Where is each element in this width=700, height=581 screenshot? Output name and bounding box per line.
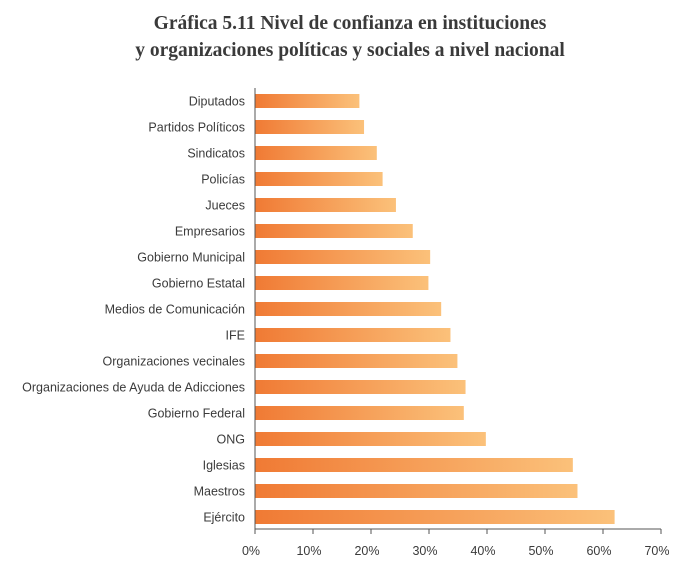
category-label-4: Jueces [205, 199, 245, 213]
bar-12 [255, 406, 464, 420]
bar-14 [255, 458, 573, 472]
category-label-5: Empresarios [175, 225, 245, 239]
bar-6 [255, 250, 431, 264]
category-label-16: Ejército [203, 511, 245, 525]
category-labels: Diputados Partidos Políticos Sindicatos Pol… [22, 95, 245, 525]
bar-3 [255, 172, 383, 186]
bar-7 [255, 276, 429, 290]
category-label-6: Gobierno Municipal [137, 251, 245, 265]
bar-4 [255, 198, 396, 212]
x-tick-label-2: 20% [354, 544, 379, 558]
category-label-2: Sindicatos [187, 147, 245, 161]
x-tick-label-0: 0% [242, 544, 260, 558]
bar-11 [255, 380, 466, 394]
x-tick-label-7: 70% [644, 544, 669, 558]
category-label-9: IFE [226, 329, 245, 343]
category-label-0: Diputados [189, 95, 245, 109]
category-label-10: Organizaciones vecinales [103, 355, 245, 369]
bar-8 [255, 302, 442, 316]
x-tick-label-1: 10% [296, 544, 321, 558]
category-label-8: Medios de Comunicación [105, 303, 245, 317]
bar-0 [255, 94, 360, 108]
chart-title-line-2: y organizaciones políticas y sociales a … [135, 40, 565, 61]
bar-13 [255, 432, 486, 446]
category-label-7: Gobierno Estatal [152, 277, 245, 291]
bar-9 [255, 328, 451, 342]
category-label-12: Gobierno Federal [148, 407, 245, 421]
bar-15 [255, 484, 578, 498]
bar-16 [255, 510, 615, 524]
bar-2 [255, 146, 377, 160]
x-tick-label-4: 40% [470, 544, 495, 558]
x-axis: 0% 10% 20% 30% 40% 50% 60% 70% [242, 88, 670, 558]
category-label-15: Maestros [194, 485, 245, 499]
bar-5 [255, 224, 413, 238]
category-label-14: Iglesias [203, 459, 245, 473]
chart-title: Gráfica 5.11 Nivel de confianza en insti… [0, 10, 700, 64]
bar-10 [255, 354, 458, 368]
category-label-1: Partidos Políticos [148, 121, 245, 135]
x-tick-label-5: 50% [528, 544, 553, 558]
x-tick-label-3: 30% [412, 544, 437, 558]
bar-1 [255, 120, 365, 134]
x-tick-label-6: 60% [586, 544, 611, 558]
category-label-3: Policías [201, 173, 245, 187]
category-label-13: ONG [217, 433, 245, 447]
chart-title-line-1: Gráfica 5.11 Nivel de confianza en insti… [153, 13, 547, 34]
bars-group [255, 94, 615, 524]
category-label-11: Organizaciones de Ayuda de Adicciones [22, 381, 245, 395]
